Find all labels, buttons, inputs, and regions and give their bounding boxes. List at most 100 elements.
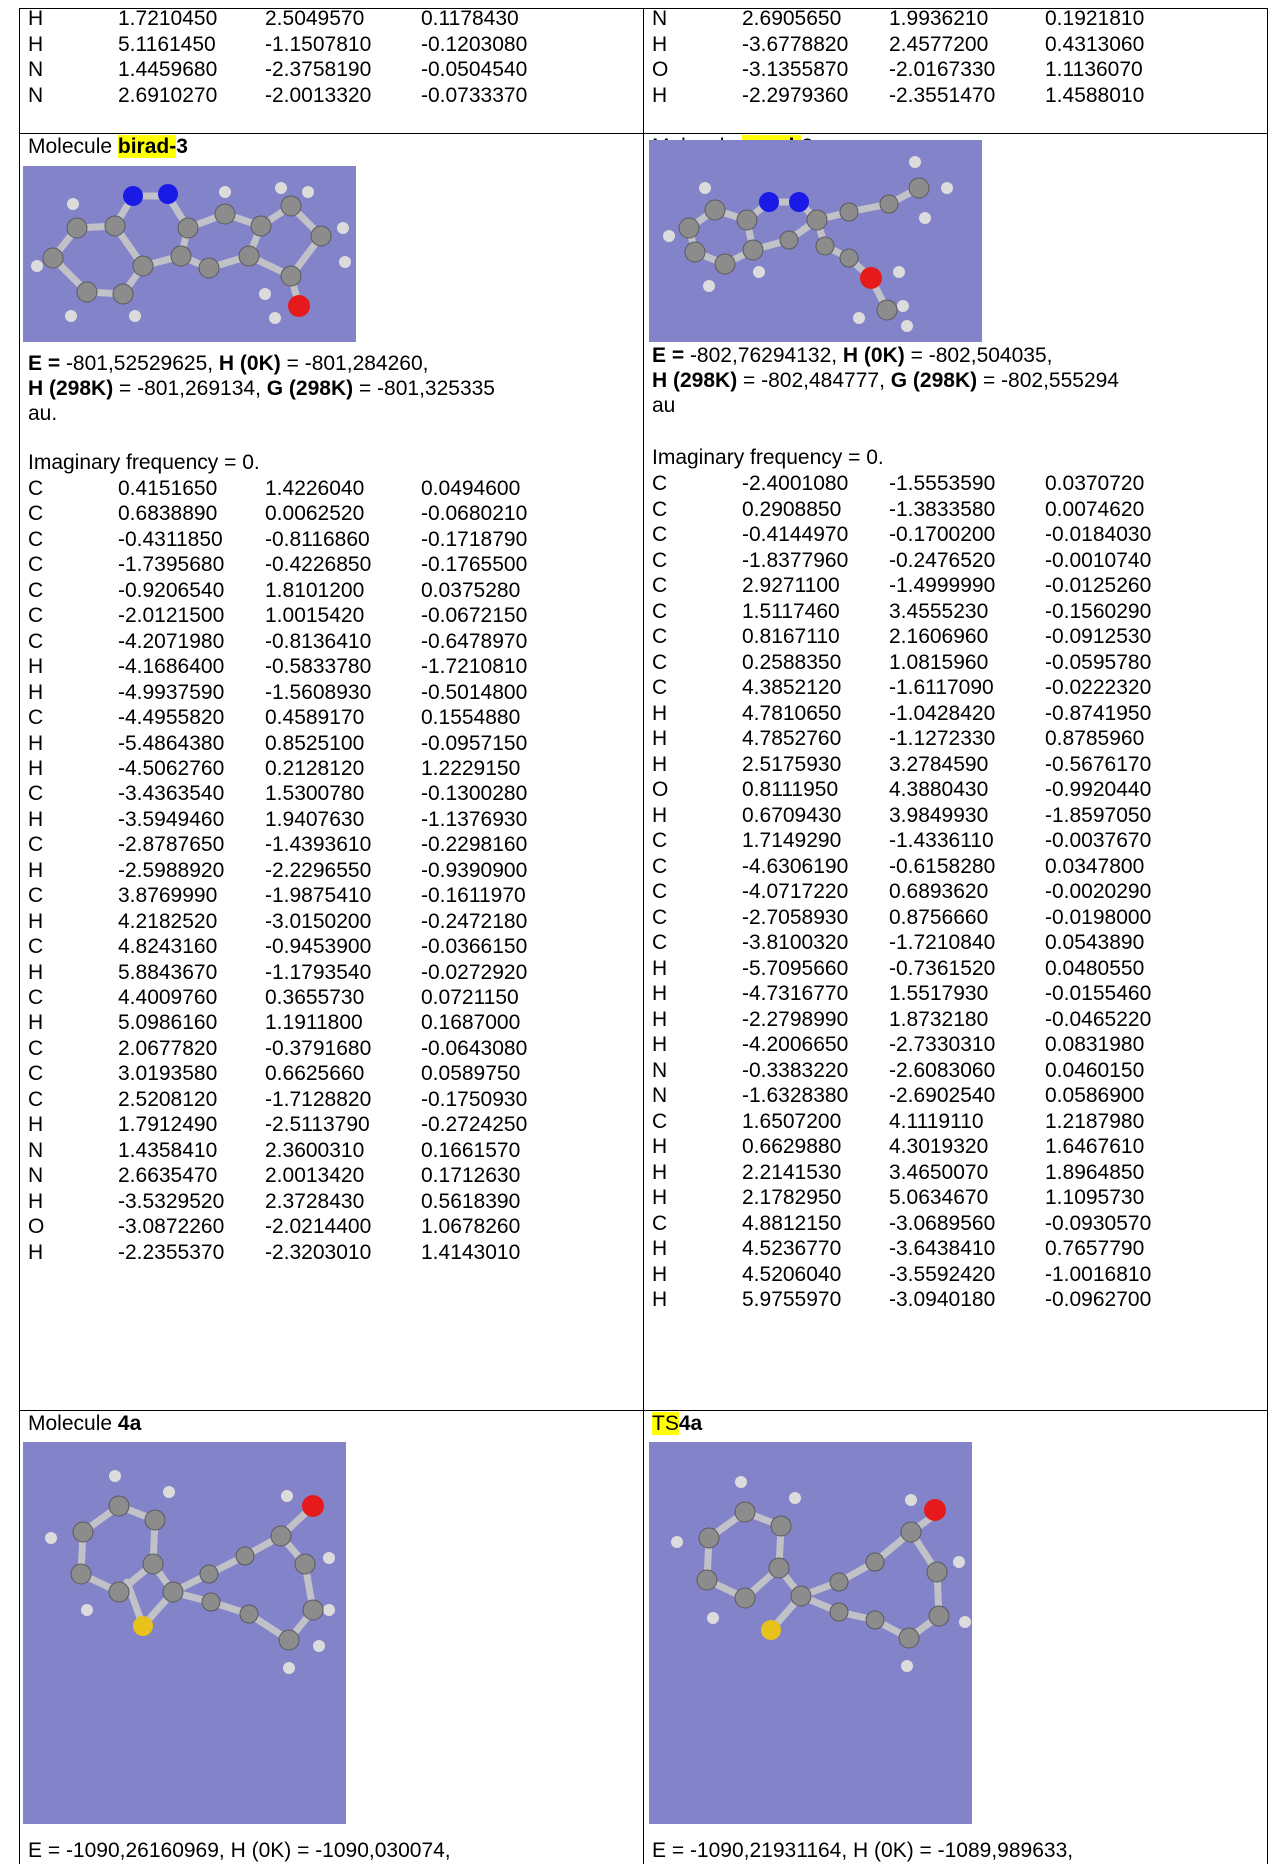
atom-symbol: H (28, 1113, 44, 1137)
z-coordinate: -0.0595780 (1045, 650, 1152, 674)
z-coordinate: -0.5676170 (1045, 752, 1152, 776)
coordinates-table: H 1.7210450 2.5049570 0.1178430 H 5.1161450 -1… (19, 6, 1268, 1864)
y-coordinate: -0.8116860 (265, 527, 370, 551)
atom-row: C 0.4151650 1.4226040 0.0494600 (28, 476, 628, 501)
acycl-imaginary-frequency: Imaginary frequency = 0. (652, 446, 884, 469)
y-coordinate: 0.4589170 (265, 706, 365, 730)
z-coordinate: -0.1718790 (421, 527, 528, 551)
y-coordinate: -1.9875410 (265, 884, 372, 908)
y-coordinate: -0.8136410 (265, 629, 372, 653)
atom-row: C 4.8812150 -3.0689560 -0.0930570 (652, 1211, 1252, 1236)
atom-row: C -0.4311850 -0.8116860 -0.1718790 (28, 527, 628, 552)
z-coordinate: -0.1560290 (1045, 599, 1152, 623)
atom-row: N 2.6905650 1.9936210 0.1921810 (652, 6, 1252, 31)
x-coordinate: 4.7810650 (742, 701, 842, 725)
atom-symbol: C (652, 1211, 668, 1235)
z-coordinate: -0.0198000 (1045, 905, 1152, 929)
row-divider (20, 1410, 1267, 1411)
z-coordinate: -0.0957150 (421, 731, 528, 755)
y-coordinate: 2.5049570 (265, 7, 365, 30)
atom-row: H -2.5988920 -2.2296550 -0.9390900 (28, 858, 628, 883)
atom-row: H 5.8843670 -1.1793540 -0.0272920 (28, 960, 628, 985)
x-coordinate: -4.9937590 (118, 680, 225, 704)
x-coordinate: 4.5206040 (742, 1262, 842, 1286)
atom-symbol: C (28, 782, 44, 806)
z-coordinate: 0.0370720 (1045, 472, 1145, 495)
atom-symbol: H (28, 731, 44, 755)
z-coordinate: -0.0125260 (1045, 574, 1152, 597)
atom-row: H 4.7810650 -1.0428420 -0.8741950 (652, 701, 1252, 726)
atom-symbol: H (28, 680, 44, 704)
atom-row: H 0.6629880 4.3019320 1.6467610 (652, 1134, 1252, 1159)
y-coordinate: 1.4226040 (265, 477, 365, 500)
z-coordinate: -0.0643080 (421, 1036, 528, 1060)
z-coordinate: -0.0272920 (421, 960, 528, 984)
atom-row: H -3.5949460 1.9407630 -1.1376930 (28, 807, 628, 832)
atom-symbol: C (28, 1036, 44, 1060)
z-coordinate: -0.2724250 (421, 1113, 528, 1137)
x-coordinate: 2.2141530 (742, 1160, 842, 1184)
atom-row: N -0.3383220 -2.6083060 0.0460150 (652, 1058, 1252, 1083)
atom-symbol: C (652, 548, 668, 572)
x-coordinate: -5.7095660 (742, 956, 849, 980)
atom-symbol: H (652, 803, 668, 827)
atom-symbol: C (28, 553, 44, 577)
atom-symbol: H (652, 727, 668, 750)
y-coordinate: 4.3019320 (889, 1135, 989, 1158)
atom-row: C -4.4955820 0.4589170 0.1554880 (28, 705, 628, 730)
y-coordinate: 2.3600310 (265, 1138, 365, 1162)
y-coordinate: -3.0150200 (265, 909, 372, 933)
z-coordinate: 0.0494600 (421, 477, 521, 500)
x-coordinate: -3.5329520 (118, 1189, 225, 1213)
atom-row: C -4.2071980 -0.8136410 -0.6478970 (28, 629, 628, 654)
z-coordinate: 0.1712630 (421, 1164, 521, 1188)
y-coordinate: 1.9936210 (889, 7, 989, 30)
z-coordinate: 1.6467610 (1045, 1135, 1145, 1158)
atom-row: H -4.2006650 -2.7330310 0.0831980 (652, 1032, 1252, 1057)
x-coordinate: -3.5949460 (118, 807, 225, 831)
x-coordinate: 1.4459680 (118, 58, 218, 81)
atom-row: H 2.1782950 5.0634670 1.1095730 (652, 1185, 1252, 1210)
z-coordinate: -0.0222320 (1045, 676, 1152, 699)
atom-row: H -4.7316770 1.5517930 -0.0155460 (652, 981, 1252, 1006)
z-coordinate: -0.0366150 (421, 935, 528, 959)
ts4a-title: TS4a (652, 1411, 702, 1436)
x-coordinate: -2.2798990 (742, 1007, 849, 1031)
y-coordinate: -0.3791680 (265, 1036, 372, 1060)
x-coordinate: -2.7058930 (742, 905, 849, 929)
atom-symbol: H (652, 1160, 668, 1184)
atom-symbol: H (652, 1135, 668, 1158)
atom-symbol: H (28, 32, 44, 56)
atom-row: C -1.7395680 -0.4226850 -0.1765500 (28, 552, 628, 577)
y-coordinate: -1.5608930 (265, 680, 372, 704)
z-coordinate: -0.8741950 (1045, 701, 1152, 725)
y-coordinate: 0.2128120 (265, 756, 365, 780)
y-coordinate: 3.4555230 (889, 599, 989, 623)
z-coordinate: -0.0037670 (1045, 829, 1152, 852)
atom-row: H -3.6778820 2.4577200 0.4313060 (652, 32, 1252, 57)
mol4a-title: Molecule 4a (28, 1411, 141, 1436)
molecule-number: 3 (176, 135, 188, 158)
atom-row: H 2.5175930 3.2784590 -0.5676170 (652, 752, 1252, 777)
y-coordinate: 2.0013420 (265, 1164, 365, 1188)
y-coordinate: -1.6117090 (889, 676, 994, 699)
y-coordinate: 0.8756660 (889, 905, 989, 929)
x-coordinate: 5.8843670 (118, 960, 218, 984)
atom-symbol: H (652, 1007, 668, 1031)
atom-row: H -4.9937590 -1.5608930 -0.5014800 (28, 680, 628, 705)
z-coordinate: 1.2187980 (1045, 1109, 1145, 1133)
z-coordinate: 0.0375280 (421, 578, 521, 602)
mol4a-molecule-image (23, 1442, 346, 1824)
z-coordinate: -0.1611970 (421, 884, 526, 908)
x-coordinate: -3.6778820 (742, 32, 849, 56)
x-coordinate: 4.8243160 (118, 935, 218, 959)
y-coordinate: 4.1119110 (889, 1109, 984, 1133)
z-coordinate: 0.0543890 (1045, 931, 1145, 954)
x-coordinate: -0.4311850 (118, 527, 223, 551)
molecule-name: 4a (117, 1412, 142, 1435)
z-coordinate: 0.0721150 (421, 986, 519, 1009)
y-coordinate: 0.8525100 (265, 731, 365, 755)
atom-symbol: C (28, 1062, 44, 1086)
z-coordinate: -0.0504540 (421, 58, 528, 81)
atom-symbol: H (28, 1189, 44, 1213)
